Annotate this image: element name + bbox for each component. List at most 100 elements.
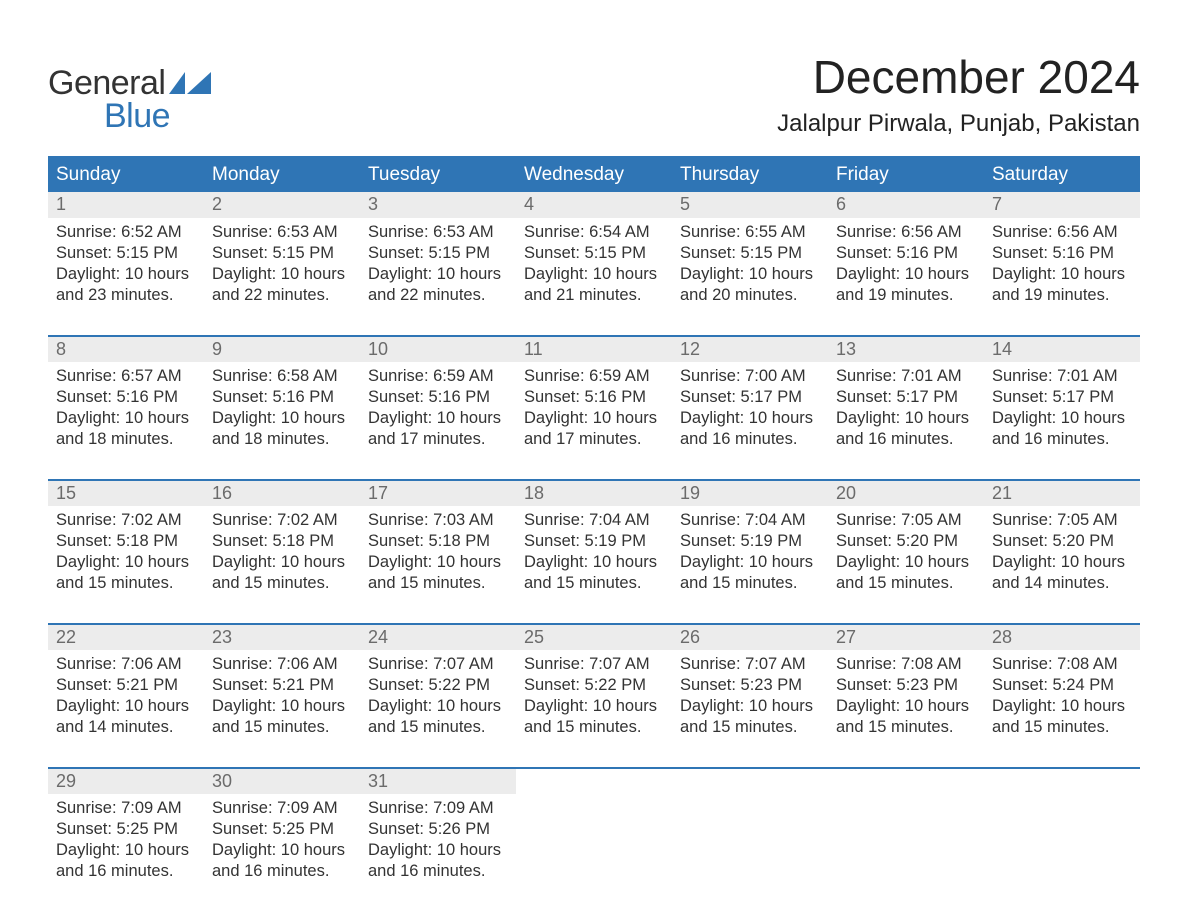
sunrise: Sunrise: 7:08 AM: [992, 654, 1132, 675]
day-data-cell: Sunrise: 6:56 AMSunset: 5:16 PMDaylight:…: [828, 218, 984, 336]
daylight-line1: Daylight: 10 hours: [368, 840, 508, 861]
day-number-cell: [984, 768, 1140, 794]
header: General Blue December 2024 Jalalpur Pirw…: [48, 50, 1140, 138]
day-data-cell: Sunrise: 6:58 AMSunset: 5:16 PMDaylight:…: [204, 362, 360, 480]
sunset: Sunset: 5:23 PM: [680, 675, 820, 696]
daylight-line1: Daylight: 10 hours: [836, 264, 976, 285]
daylight-line1: Daylight: 10 hours: [56, 696, 196, 717]
sunrise: Sunrise: 7:09 AM: [368, 798, 508, 819]
day-number-cell: 22: [48, 624, 204, 650]
daylight-line1: Daylight: 10 hours: [212, 552, 352, 573]
day-number-cell: 8: [48, 336, 204, 362]
day-data-cell: Sunrise: 6:57 AMSunset: 5:16 PMDaylight:…: [48, 362, 204, 480]
sunset: Sunset: 5:17 PM: [992, 387, 1132, 408]
day-number-cell: 11: [516, 336, 672, 362]
sunrise: Sunrise: 7:06 AM: [212, 654, 352, 675]
daylight-line1: Daylight: 10 hours: [212, 264, 352, 285]
daylight-line2: and 16 minutes.: [212, 861, 352, 882]
location: Jalalpur Pirwala, Punjab, Pakistan: [777, 110, 1140, 138]
col-sunday: Sunday: [48, 157, 204, 192]
sunset: Sunset: 5:15 PM: [56, 243, 196, 264]
day-data-cell: Sunrise: 7:04 AMSunset: 5:19 PMDaylight:…: [672, 506, 828, 624]
day-number-cell: 18: [516, 480, 672, 506]
day-number-cell: 6: [828, 192, 984, 218]
daylight-line1: Daylight: 10 hours: [992, 696, 1132, 717]
sunset: Sunset: 5:22 PM: [524, 675, 664, 696]
daylight-line2: and 16 minutes.: [836, 429, 976, 450]
sunset: Sunset: 5:17 PM: [836, 387, 976, 408]
sunset: Sunset: 5:26 PM: [368, 819, 508, 840]
daynum-row: 293031: [48, 768, 1140, 794]
data-row: Sunrise: 7:09 AMSunset: 5:25 PMDaylight:…: [48, 794, 1140, 912]
col-monday: Monday: [204, 157, 360, 192]
day-number-cell: 24: [360, 624, 516, 650]
daylight-line2: and 14 minutes.: [56, 717, 196, 738]
day-data-cell: Sunrise: 7:06 AMSunset: 5:21 PMDaylight:…: [48, 650, 204, 768]
day-data-cell: Sunrise: 7:07 AMSunset: 5:23 PMDaylight:…: [672, 650, 828, 768]
sunrise: Sunrise: 6:58 AM: [212, 366, 352, 387]
day-number-cell: 20: [828, 480, 984, 506]
sunrise: Sunrise: 6:59 AM: [368, 366, 508, 387]
day-number-cell: 19: [672, 480, 828, 506]
daylight-line1: Daylight: 10 hours: [680, 264, 820, 285]
sunset: Sunset: 5:17 PM: [680, 387, 820, 408]
calendar-body: 1234567Sunrise: 6:52 AMSunset: 5:15 PMDa…: [48, 192, 1140, 912]
daylight-line2: and 15 minutes.: [836, 717, 976, 738]
sunrise: Sunrise: 7:01 AM: [836, 366, 976, 387]
day-number-cell: 5: [672, 192, 828, 218]
day-number-cell: 3: [360, 192, 516, 218]
page-title: December 2024: [777, 50, 1140, 104]
day-number-cell: 26: [672, 624, 828, 650]
sunrise: Sunrise: 7:08 AM: [836, 654, 976, 675]
sunrise: Sunrise: 7:07 AM: [680, 654, 820, 675]
daylight-line2: and 15 minutes.: [56, 573, 196, 594]
daylight-line1: Daylight: 10 hours: [56, 552, 196, 573]
sunrise: Sunrise: 7:09 AM: [212, 798, 352, 819]
sunrise: Sunrise: 6:54 AM: [524, 222, 664, 243]
day-data-cell: [828, 794, 984, 912]
day-number-cell: 12: [672, 336, 828, 362]
day-data-cell: [984, 794, 1140, 912]
daylight-line2: and 19 minutes.: [992, 285, 1132, 306]
day-number-cell: 29: [48, 768, 204, 794]
daylight-line2: and 17 minutes.: [524, 429, 664, 450]
daylight-line1: Daylight: 10 hours: [56, 408, 196, 429]
day-number-cell: [516, 768, 672, 794]
sunrise: Sunrise: 7:00 AM: [680, 366, 820, 387]
day-number-cell: 9: [204, 336, 360, 362]
day-number-cell: [672, 768, 828, 794]
daylight-line2: and 15 minutes.: [524, 573, 664, 594]
sunset: Sunset: 5:21 PM: [212, 675, 352, 696]
daylight-line2: and 18 minutes.: [56, 429, 196, 450]
daylight-line1: Daylight: 10 hours: [368, 696, 508, 717]
day-data-cell: Sunrise: 6:59 AMSunset: 5:16 PMDaylight:…: [516, 362, 672, 480]
daylight-line2: and 14 minutes.: [992, 573, 1132, 594]
daylight-line1: Daylight: 10 hours: [212, 408, 352, 429]
daylight-line2: and 20 minutes.: [680, 285, 820, 306]
day-data-cell: Sunrise: 7:05 AMSunset: 5:20 PMDaylight:…: [984, 506, 1140, 624]
day-data-cell: Sunrise: 7:01 AMSunset: 5:17 PMDaylight:…: [828, 362, 984, 480]
daylight-line1: Daylight: 10 hours: [680, 552, 820, 573]
daylight-line2: and 23 minutes.: [56, 285, 196, 306]
sunrise: Sunrise: 7:06 AM: [56, 654, 196, 675]
day-data-cell: Sunrise: 7:07 AMSunset: 5:22 PMDaylight:…: [516, 650, 672, 768]
daylight-line1: Daylight: 10 hours: [212, 696, 352, 717]
day-data-cell: [672, 794, 828, 912]
daylight-line2: and 15 minutes.: [368, 573, 508, 594]
daylight-line1: Daylight: 10 hours: [56, 264, 196, 285]
daylight-line2: and 16 minutes.: [56, 861, 196, 882]
sunrise: Sunrise: 7:02 AM: [56, 510, 196, 531]
sunset: Sunset: 5:16 PM: [56, 387, 196, 408]
day-data-cell: Sunrise: 7:02 AMSunset: 5:18 PMDaylight:…: [48, 506, 204, 624]
daylight-line2: and 19 minutes.: [836, 285, 976, 306]
daylight-line2: and 15 minutes.: [524, 717, 664, 738]
daylight-line2: and 15 minutes.: [992, 717, 1132, 738]
data-row: Sunrise: 6:57 AMSunset: 5:16 PMDaylight:…: [48, 362, 1140, 480]
sunset: Sunset: 5:25 PM: [56, 819, 196, 840]
daylight-line2: and 16 minutes.: [992, 429, 1132, 450]
day-data-cell: [516, 794, 672, 912]
sunrise: Sunrise: 7:07 AM: [524, 654, 664, 675]
daylight-line1: Daylight: 10 hours: [56, 840, 196, 861]
daylight-line1: Daylight: 10 hours: [368, 408, 508, 429]
day-data-cell: Sunrise: 6:54 AMSunset: 5:15 PMDaylight:…: [516, 218, 672, 336]
